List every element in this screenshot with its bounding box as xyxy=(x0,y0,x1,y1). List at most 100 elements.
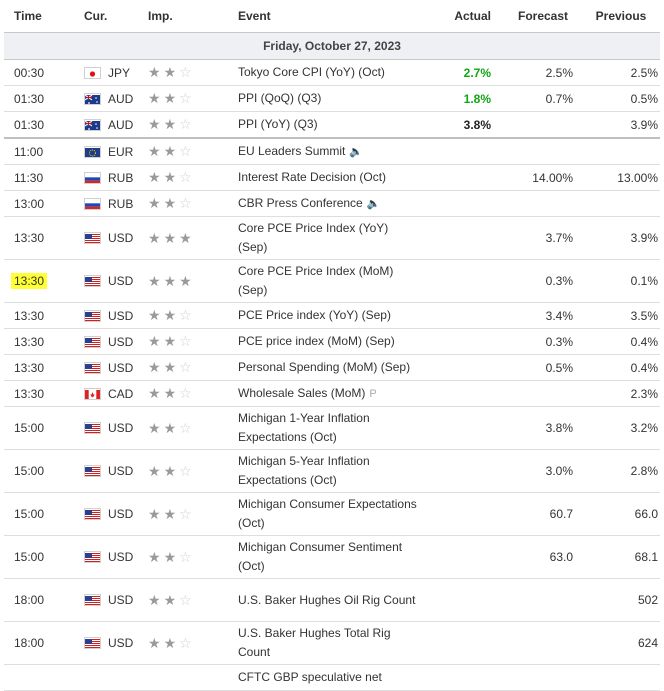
event-time: 13:30 xyxy=(4,231,74,245)
event-name[interactable]: Interest Rate Decision (Oct) xyxy=(228,168,420,187)
event-name[interactable]: Core PCE Price Index (MoM) (Sep) xyxy=(228,262,420,300)
table-row[interactable]: 18:00 USD ★ ★ ☆ U.S. Baker Hughes Total Rig C… xyxy=(4,622,660,665)
event-name-text[interactable]: Michigan 1-Year Inflation Expectations (… xyxy=(238,411,370,444)
table-row[interactable]: 11:00 EUR ★ ★ ☆ EU Leaders Summit 🔈 xyxy=(4,139,660,165)
event-name[interactable]: EU Leaders Summit 🔈 xyxy=(228,142,420,162)
col-event[interactable]: Event xyxy=(238,9,271,23)
event-name-text[interactable]: Wholesale Sales (MoM) xyxy=(238,385,366,400)
event-name[interactable]: U.S. Baker Hughes Total Rig Count xyxy=(228,624,420,662)
us-flag-icon xyxy=(84,232,101,244)
star-empty-icon: ☆ xyxy=(179,505,193,522)
event-name-text[interactable]: Personal Spending (MoM) (Sep) xyxy=(238,360,411,374)
event-time-text: 13:30 xyxy=(14,231,45,245)
us-flag-icon xyxy=(84,361,101,374)
table-row[interactable]: 15:00 USD ★ ★ ☆ Michigan 1-Year Inflation Exp… xyxy=(4,407,660,450)
star-filled-icon: ★ xyxy=(163,229,178,246)
event-name[interactable]: PPI (QoQ) (Q3) xyxy=(228,89,420,108)
event-name[interactable]: PCE Price index (YoY) (Sep) xyxy=(228,306,420,325)
table-row[interactable]: 01:30 AUD ★ ★ ☆ PPI (YoY) (Q3) 3.8% 3.9% xyxy=(4,112,660,139)
previous-value: 502 xyxy=(637,593,658,607)
table-row[interactable]: 15:00 USD ★ ★ ☆ Michigan 5-Year Inflation Exp… xyxy=(4,450,660,493)
star-empty-icon: ☆ xyxy=(179,333,193,349)
event-name[interactable]: Michigan 1-Year Inflation Expectations (… xyxy=(228,409,420,447)
table-row[interactable]: 13:30 USD ★ ★ ★ Core PCE Price Index (MoM) (S… xyxy=(4,260,660,303)
event-name-text[interactable]: PCE price index (MoM) (Sep) xyxy=(238,334,395,348)
event-name[interactable]: PPI (YoY) (Q3) xyxy=(228,115,420,134)
table-row[interactable]: 13:30 CAD ★ ★ ☆ Wholesale Sales (MoM) P 2.3% xyxy=(4,381,660,407)
event-time: 13:30 xyxy=(4,273,74,289)
forecast-value: 63.0 xyxy=(549,550,573,564)
col-time[interactable]: Time xyxy=(14,9,42,23)
star-filled-icon: ★ xyxy=(148,307,162,323)
event-name-text[interactable]: PPI (QoQ) (Q3) xyxy=(238,91,322,105)
event-name[interactable]: Michigan Consumer Expectations (Oct) xyxy=(228,495,420,533)
importance-rating: ★ ★ ★ xyxy=(138,230,228,247)
preliminary-icon: P xyxy=(369,387,377,400)
importance-rating: ★ ★ ★ xyxy=(138,273,228,290)
star-filled-icon: ★ xyxy=(148,116,162,132)
table-row[interactable]: 13:30 USD ★ ★ ☆ PCE Price index (YoY) (Sep) 3.… xyxy=(4,303,660,329)
event-name[interactable]: Personal Spending (MoM) (Sep) xyxy=(228,358,420,377)
event-name-text[interactable]: U.S. Baker Hughes Total Rig Count xyxy=(238,626,391,659)
table-row[interactable]: CFTC GBP speculative net xyxy=(4,665,660,691)
event-name-text[interactable]: CBR Press Conference xyxy=(238,195,363,210)
event-time: 11:00 xyxy=(4,145,74,159)
event-name[interactable]: Wholesale Sales (MoM) P xyxy=(228,384,420,404)
table-row[interactable]: 18:00 USD ★ ★ ☆ U.S. Baker Hughes Oil Rig Cou… xyxy=(4,579,660,622)
event-name-text[interactable]: Tokyo Core CPI (YoY) (Oct) xyxy=(238,65,385,79)
event-name-text[interactable]: Michigan 5-Year Inflation Expectations (… xyxy=(238,454,370,487)
event-time-text: 18:00 xyxy=(14,636,45,650)
star-filled-icon: ★ xyxy=(163,548,178,565)
col-actual[interactable]: Actual xyxy=(454,9,491,23)
star-filled-icon: ★ xyxy=(179,229,193,246)
table-row[interactable]: 13:30 USD ★ ★ ☆ PCE price index (MoM) (Sep) 0.… xyxy=(4,329,660,355)
importance-rating: ★ ★ ☆ xyxy=(138,549,228,566)
table-row[interactable]: 11:30 RUB ★ ★ ☆ Interest Rate Decision (Oct) 1… xyxy=(4,165,660,191)
table-row[interactable]: 13:30 USD ★ ★ ★ Core PCE Price Index (YoY) (S… xyxy=(4,217,660,260)
event-time-text: 13:30 xyxy=(14,308,45,323)
table-row[interactable]: 15:00 USD ★ ★ ☆ Michigan Consumer Sentiment (… xyxy=(4,536,660,579)
event-name-text[interactable]: U.S. Baker Hughes Oil Rig Count xyxy=(238,592,416,607)
star-filled-icon: ★ xyxy=(148,419,162,436)
event-currency: USD xyxy=(74,507,138,521)
event-name[interactable]: Michigan 5-Year Inflation Expectations (… xyxy=(228,452,420,490)
col-previous[interactable]: Previous xyxy=(595,9,647,23)
importance-rating: ★ ★ ☆ xyxy=(138,506,228,523)
table-row[interactable]: 13:00 RUB ★ ★ ☆ CBR Press Conference 🔈 xyxy=(4,191,660,217)
event-name-text[interactable]: Michigan Consumer Sentiment (Oct) xyxy=(238,540,403,573)
event-name-text[interactable]: Core PCE Price Index (YoY) (Sep) xyxy=(238,221,389,254)
previous-value: 3.9% xyxy=(630,117,658,132)
star-empty-icon: ☆ xyxy=(179,143,193,159)
event-name[interactable]: Core PCE Price Index (YoY) (Sep) xyxy=(228,219,420,257)
col-importance[interactable]: Imp. xyxy=(148,9,173,23)
event-name[interactable]: PCE price index (MoM) (Sep) xyxy=(228,332,420,351)
event-currency: JPY xyxy=(74,66,138,80)
event-name[interactable]: U.S. Baker Hughes Oil Rig Count xyxy=(228,591,420,610)
event-name[interactable]: CFTC GBP speculative net xyxy=(238,670,382,684)
event-currency: USD xyxy=(74,593,138,607)
event-name-text[interactable]: Michigan Consumer Expectations (Oct) xyxy=(238,497,417,530)
event-time-text: 13:00 xyxy=(14,196,45,211)
event-name[interactable]: Tokyo Core CPI (YoY) (Oct) xyxy=(228,63,420,82)
col-forecast[interactable]: Forecast xyxy=(517,9,569,23)
importance-rating: ★ ★ ☆ xyxy=(138,169,228,186)
event-name[interactable]: CBR Press Conference 🔈 xyxy=(228,194,420,214)
table-row[interactable]: 13:30 USD ★ ★ ☆ Personal Spending (MoM) (Sep)… xyxy=(4,355,660,381)
event-name[interactable]: Michigan Consumer Sentiment (Oct) xyxy=(228,538,420,576)
table-row[interactable]: 01:30 AUD ★ ★ ☆ PPI (QoQ) (Q3) 1.8% 0.7% 0.5% xyxy=(4,86,660,112)
currency-code: RUB xyxy=(108,196,134,211)
event-time: 15:00 xyxy=(4,550,74,564)
event-name-text[interactable]: Interest Rate Decision (Oct) xyxy=(238,170,387,184)
forecast-value: 2.5% xyxy=(545,65,573,80)
currency-code: USD xyxy=(108,308,134,323)
star-filled-icon: ★ xyxy=(163,634,178,651)
event-currency: RUB xyxy=(74,171,138,185)
event-name-text[interactable]: PCE Price index (YoY) (Sep) xyxy=(238,308,391,322)
event-name-text[interactable]: Core PCE Price Index (MoM) (Sep) xyxy=(238,264,394,297)
table-row[interactable]: 15:00 USD ★ ★ ☆ Michigan Consumer Expectation… xyxy=(4,493,660,536)
col-currency[interactable]: Cur. xyxy=(84,9,108,23)
event-name-text[interactable]: PPI (YoY) (Q3) xyxy=(238,117,318,131)
table-row[interactable]: 00:30 JPY ★ ★ ☆ Tokyo Core CPI (YoY) (Oct) 2.7… xyxy=(4,60,660,86)
star-filled-icon: ★ xyxy=(163,505,178,522)
event-name-text[interactable]: EU Leaders Summit xyxy=(238,143,346,158)
